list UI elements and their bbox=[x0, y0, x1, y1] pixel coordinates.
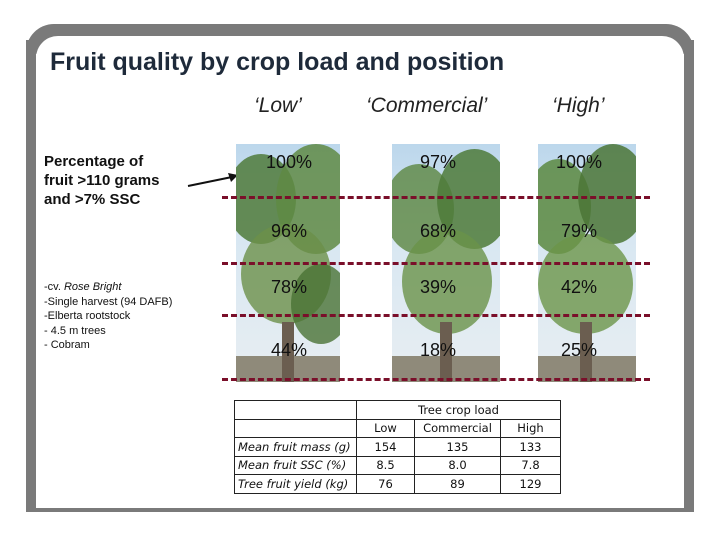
table-cell: 8.5 bbox=[356, 455, 415, 475]
crop-load-table: Tree crop load Low Commercial High Mean … bbox=[234, 400, 561, 494]
row-separator bbox=[222, 378, 650, 381]
arrow-icon bbox=[187, 173, 238, 187]
pct-commercial-row2: 68% bbox=[419, 221, 457, 241]
table-cell: 129 bbox=[500, 474, 561, 494]
row-separator bbox=[222, 314, 650, 317]
row-separator bbox=[222, 262, 650, 265]
table-row-label: Mean fruit SSC (%) bbox=[234, 455, 357, 475]
table-cell: 154 bbox=[356, 437, 415, 457]
table-row: Mean fruit mass (g) 154 135 133 bbox=[234, 437, 561, 457]
note-line: -cv. Rose Bright bbox=[44, 280, 172, 295]
slide-frame-bottom bbox=[26, 508, 694, 512]
note-line: - 4.5 m trees bbox=[44, 324, 106, 337]
pct-high-row4: 25% bbox=[560, 340, 598, 360]
slide-frame-right bbox=[684, 40, 694, 510]
annotation-line: fruit >110 grams bbox=[44, 172, 160, 189]
table-cell: 135 bbox=[414, 437, 501, 457]
pct-low-row3: 78% bbox=[270, 277, 308, 297]
slide-title: Fruit quality by crop load and position bbox=[50, 48, 505, 76]
table-empty-cell bbox=[234, 418, 357, 438]
table-cell: 7.8 bbox=[500, 455, 561, 475]
note-line: - Cobram bbox=[44, 339, 90, 351]
table-row: Mean fruit SSC (%) 8.5 8.0 7.8 bbox=[234, 455, 561, 475]
pct-low-row4: 44% bbox=[270, 340, 308, 360]
table-cell: 89 bbox=[414, 474, 501, 494]
column-header-commercial: ‘Commercial’ bbox=[366, 94, 488, 117]
pct-commercial-row4: 18% bbox=[419, 340, 457, 360]
table-header-low: Low bbox=[356, 418, 415, 438]
pct-low-row1: 100% bbox=[265, 152, 313, 172]
pct-high-row2: 79% bbox=[560, 221, 598, 241]
table-corner-cell bbox=[234, 400, 357, 420]
table-header-high: High bbox=[500, 418, 561, 438]
table-row-label: Mean fruit mass (g) bbox=[234, 437, 357, 457]
pct-commercial-row3: 39% bbox=[419, 277, 457, 297]
table-cell: 8.0 bbox=[414, 455, 501, 475]
slide-frame-left bbox=[26, 40, 36, 510]
pct-high-row3: 42% bbox=[560, 277, 598, 297]
table-cell: 133 bbox=[500, 437, 561, 457]
note-line: -Elberta rootstock bbox=[44, 310, 131, 322]
pct-low-row2: 96% bbox=[270, 221, 308, 241]
row-separator bbox=[222, 196, 650, 199]
annotation-label: Percentage of fruit >110 grams and >7% S… bbox=[44, 152, 234, 209]
table-row: Low Commercial High bbox=[234, 418, 561, 438]
column-header-low: ‘Low’ bbox=[254, 94, 302, 117]
table-header-commercial: Commercial bbox=[414, 418, 501, 438]
trial-notes: -cv. Rose Bright -Single harvest (94 DAF… bbox=[44, 280, 172, 353]
cultivar-name: Rose Bright bbox=[63, 281, 122, 293]
table-group-header: Tree crop load bbox=[356, 400, 561, 420]
table-row: Tree fruit yield (kg) 76 89 129 bbox=[234, 474, 561, 494]
pct-high-row1: 100% bbox=[555, 152, 603, 172]
column-header-high: ‘High’ bbox=[552, 94, 605, 117]
tree-photo-low bbox=[236, 144, 340, 382]
table-row-label: Tree fruit yield (kg) bbox=[234, 474, 357, 494]
annotation-line: and >7% SSC bbox=[44, 191, 141, 208]
table-row: Tree crop load bbox=[234, 400, 561, 420]
annotation-line: Percentage of bbox=[44, 153, 144, 170]
note-line: -Single harvest (94 DAFB) bbox=[44, 295, 173, 308]
pct-commercial-row1: 97% bbox=[419, 152, 457, 172]
table-cell: 76 bbox=[356, 474, 415, 494]
note-prefix: -cv. bbox=[44, 281, 64, 293]
